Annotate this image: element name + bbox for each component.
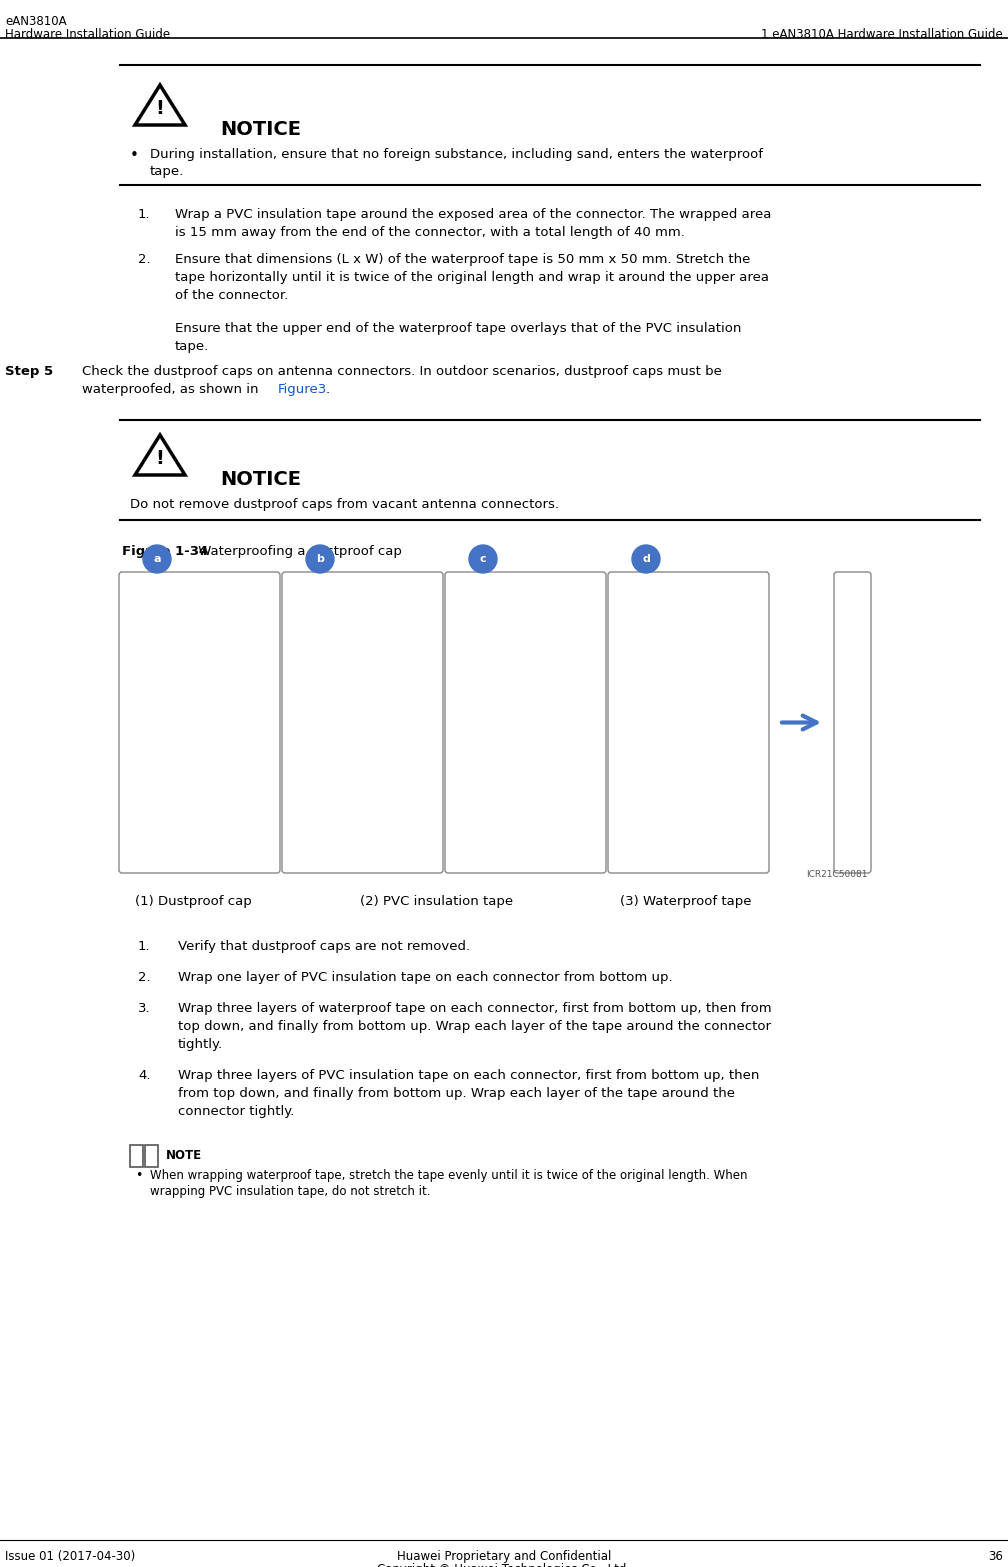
Text: 1 eAN3810A Hardware Installation Guide: 1 eAN3810A Hardware Installation Guide (761, 28, 1003, 41)
Text: .: . (326, 382, 331, 396)
Text: •: • (130, 147, 139, 163)
FancyArrowPatch shape (782, 716, 816, 730)
Text: from top down, and finally from bottom up. Wrap each layer of the tape around th: from top down, and finally from bottom u… (178, 1087, 735, 1100)
Text: (1) Dustproof cap: (1) Dustproof cap (135, 895, 252, 907)
FancyBboxPatch shape (119, 572, 280, 873)
Text: Ensure that dimensions (L x W) of the waterproof tape is 50 mm x 50 mm. Stretch : Ensure that dimensions (L x W) of the wa… (175, 252, 750, 266)
Text: top down, and finally from bottom up. Wrap each layer of the tape around the con: top down, and finally from bottom up. Wr… (178, 1020, 771, 1033)
Text: Huawei Proprietary and Confidential: Huawei Proprietary and Confidential (397, 1550, 611, 1562)
Text: waterproofed, as shown in: waterproofed, as shown in (82, 382, 263, 396)
FancyBboxPatch shape (834, 572, 871, 873)
Text: 36: 36 (988, 1550, 1003, 1562)
Text: Figure3: Figure3 (278, 382, 328, 396)
FancyBboxPatch shape (445, 572, 606, 873)
Text: Figure 1-34: Figure 1-34 (122, 545, 209, 558)
Text: (2) PVC insulation tape: (2) PVC insulation tape (360, 895, 513, 907)
Text: (3) Waterproof tape: (3) Waterproof tape (620, 895, 752, 907)
Text: b: b (317, 555, 324, 564)
Text: Copyright © Huawei Technologies Co., Ltd.: Copyright © Huawei Technologies Co., Ltd… (377, 1562, 631, 1567)
Text: 2.: 2. (138, 252, 150, 266)
Text: c: c (480, 555, 486, 564)
Text: of the connector.: of the connector. (175, 288, 288, 302)
Text: Wrap a PVC insulation tape around the exposed area of the connector. The wrapped: Wrap a PVC insulation tape around the ex… (175, 208, 771, 221)
Circle shape (469, 545, 497, 574)
Text: eAN3810A: eAN3810A (5, 16, 67, 28)
Text: tape horizontally until it is twice of the original length and wrap it around th: tape horizontally until it is twice of t… (175, 271, 769, 284)
Text: 1.: 1. (138, 208, 150, 221)
Text: During installation, ensure that no foreign substance, including sand, enters th: During installation, ensure that no fore… (150, 147, 763, 161)
Text: NOTICE: NOTICE (220, 121, 301, 139)
Text: 4.: 4. (138, 1069, 150, 1081)
Text: !: ! (155, 450, 164, 469)
Text: ICR21C50081: ICR21C50081 (806, 870, 868, 879)
Text: tape.: tape. (175, 340, 210, 353)
Circle shape (143, 545, 171, 574)
Text: Wrap one layer of PVC insulation tape on each connector from bottom up.: Wrap one layer of PVC insulation tape on… (178, 972, 672, 984)
Text: •: • (135, 1169, 142, 1182)
FancyBboxPatch shape (608, 572, 769, 873)
Text: Verify that dustproof caps are not removed.: Verify that dustproof caps are not remov… (178, 940, 470, 953)
Text: Check the dustproof caps on antenna connectors. In outdoor scenarios, dustproof : Check the dustproof caps on antenna conn… (82, 365, 722, 378)
Text: tape.: tape. (150, 165, 184, 179)
Text: Hardware Installation Guide: Hardware Installation Guide (5, 28, 170, 41)
Text: Issue 01 (2017-04-30): Issue 01 (2017-04-30) (5, 1550, 135, 1562)
Text: NOTICE: NOTICE (220, 470, 301, 489)
Text: 1.: 1. (138, 940, 150, 953)
FancyBboxPatch shape (145, 1145, 158, 1167)
Circle shape (632, 545, 660, 574)
Circle shape (306, 545, 334, 574)
Text: !: ! (155, 99, 164, 119)
Text: d: d (642, 555, 650, 564)
Text: Waterproofing a dustproof cap: Waterproofing a dustproof cap (194, 545, 402, 558)
Text: wrapping PVC insulation tape, do not stretch it.: wrapping PVC insulation tape, do not str… (150, 1185, 430, 1199)
FancyBboxPatch shape (282, 572, 443, 873)
FancyBboxPatch shape (130, 1145, 143, 1167)
Text: connector tightly.: connector tightly. (178, 1105, 294, 1117)
Text: NOTE: NOTE (166, 1149, 203, 1163)
Text: When wrapping waterproof tape, stretch the tape evenly until it is twice of the : When wrapping waterproof tape, stretch t… (150, 1169, 748, 1182)
Text: Do not remove dustproof caps from vacant antenna connectors.: Do not remove dustproof caps from vacant… (130, 498, 559, 511)
Text: tightly.: tightly. (178, 1037, 223, 1051)
Text: 3.: 3. (138, 1001, 150, 1015)
Text: a: a (153, 555, 160, 564)
Text: Wrap three layers of PVC insulation tape on each connector, first from bottom up: Wrap three layers of PVC insulation tape… (178, 1069, 759, 1081)
Text: is 15 mm away from the end of the connector, with a total length of 40 mm.: is 15 mm away from the end of the connec… (175, 226, 684, 240)
Text: Step 5: Step 5 (5, 365, 53, 378)
Text: Wrap three layers of waterproof tape on each connector, first from bottom up, th: Wrap three layers of waterproof tape on … (178, 1001, 772, 1015)
Text: Ensure that the upper end of the waterproof tape overlays that of the PVC insula: Ensure that the upper end of the waterpr… (175, 321, 741, 335)
Text: 2.: 2. (138, 972, 150, 984)
